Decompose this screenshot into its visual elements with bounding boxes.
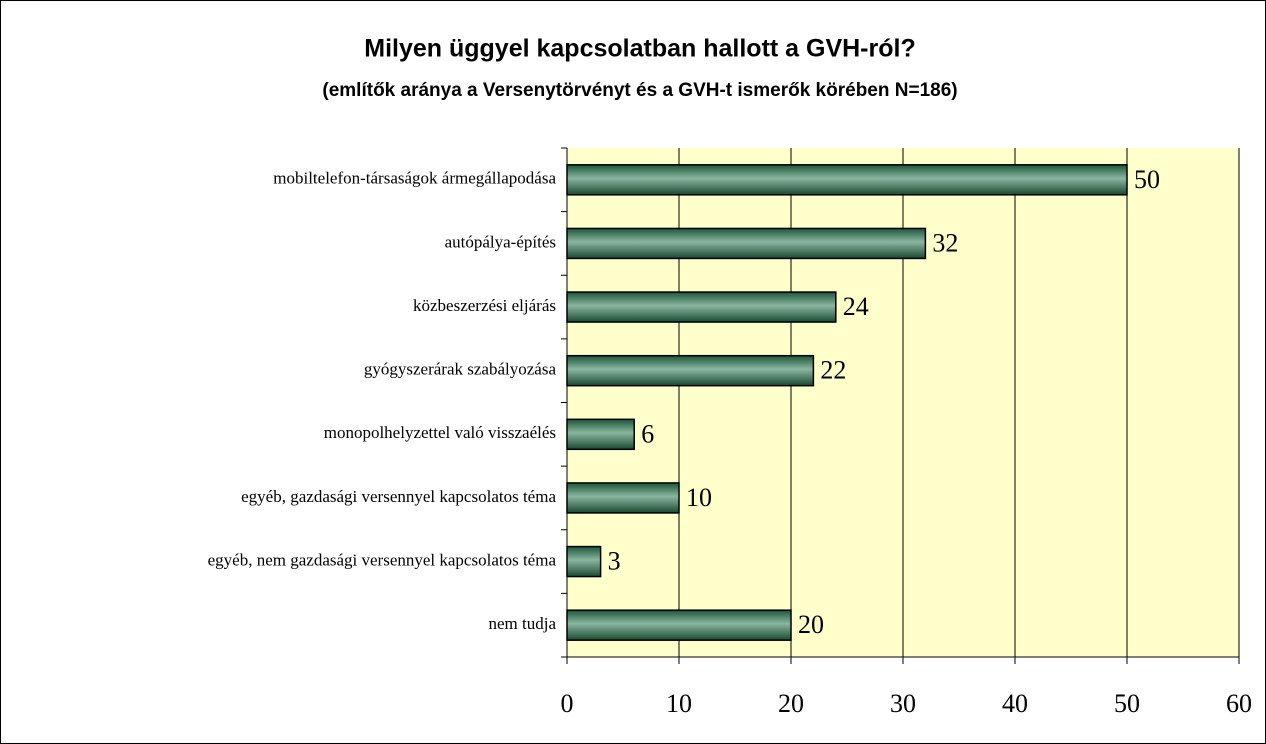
chart-title: Milyen üggyel kapcsolatban hallott a GVH… — [364, 35, 915, 63]
y-tick-label: gyógyszerárak szabályozása — [364, 360, 557, 379]
y-tick-label: mobiltelefon-társaságok ármegállapodása — [273, 169, 556, 188]
bar — [566, 291, 837, 323]
data-label: 10 — [686, 483, 712, 512]
x-tick-label: 0 — [561, 689, 574, 718]
x-tick-label: 60 — [1226, 689, 1252, 718]
bar — [566, 545, 602, 578]
y-tick-label: egyéb, gazdasági versennyel kapcsolatos … — [241, 487, 556, 506]
bar — [566, 354, 815, 387]
x-tick-label: 20 — [778, 689, 804, 718]
data-label: 20 — [798, 610, 824, 639]
bar — [566, 609, 792, 641]
bar — [566, 482, 680, 514]
x-tick-label: 40 — [1002, 689, 1028, 718]
data-label: 50 — [1134, 165, 1160, 194]
data-label: 22 — [820, 356, 846, 385]
y-tick-label: monopolhelyzettel való visszaélés — [324, 423, 556, 442]
y-tick-label: egyéb, nem gazdasági versennyel kapcsola… — [208, 550, 557, 569]
chart-subtitle: (említők aránya a Versenytörvényt és a G… — [322, 80, 957, 101]
data-label: 6 — [641, 419, 654, 448]
bar — [566, 227, 927, 260]
bar — [566, 418, 635, 451]
x-tick-label: 30 — [890, 689, 916, 718]
y-tick-label: közbeszerzési eljárás — [413, 296, 556, 315]
bar — [566, 164, 1128, 196]
data-label: 24 — [843, 292, 869, 321]
x-tick-label: 10 — [666, 689, 692, 718]
y-tick-label: autópálya-építés — [445, 232, 556, 251]
data-label: 32 — [932, 228, 958, 257]
data-label: 3 — [608, 547, 621, 576]
y-tick-label: nem tudja — [488, 614, 556, 633]
x-tick-label: 50 — [1114, 689, 1140, 718]
